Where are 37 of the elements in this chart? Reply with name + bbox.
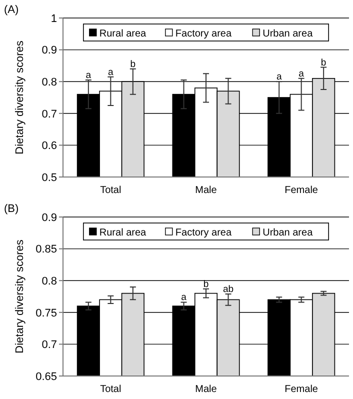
legend-label: Urban area [262,228,314,238]
data-label: a [298,68,305,80]
data-label: a [108,66,114,78]
chart-title: (A) [4,4,19,16]
x-tick-label: Total [100,185,122,196]
y-tick-label: 0.85 [36,244,57,256]
y-tick-label: 0.6 [42,140,57,152]
x-tick-label: Male [195,384,218,395]
y-tick-label: 0.7 [42,108,57,120]
data-label: b [320,57,326,68]
y-tick-label: 0.65 [36,370,57,383]
legend-label: Urban area [262,28,314,40]
y-tick-label: 0.9 [42,212,57,224]
y-tick-label: 0.5 [42,172,57,184]
x-tick-label: Male [195,185,218,196]
legend-label: Rural area [99,28,147,40]
x-tick-label: Total [100,384,122,395]
data-label: a [276,72,282,83]
x-tick-label: Female [284,384,318,395]
y-tick-label: 0.7 [42,339,57,352]
y-tick-label: 1 [50,12,57,25]
legend-label: Factory area [175,28,232,40]
y-tick-label: 0.75 [36,307,57,320]
y-tick-label: 0.8 [42,275,57,288]
legend-label: Factory area [175,228,232,238]
x-tick-label: Female [284,185,318,196]
data-label: b [203,278,209,290]
chart-title: (B) [4,203,19,215]
y-tick-label: 0.9 [42,44,57,57]
y-axis-title: Dietary diversity scores [14,40,26,154]
data-label: a [86,70,92,82]
data-label: a [181,292,188,304]
y-tick-label: 0.8 [42,76,57,88]
y-axis-title: Dietary diversity scores [14,239,26,354]
data-label: b [130,58,136,70]
data-label: ab [222,284,234,295]
legend-label: Rural area [99,228,147,238]
